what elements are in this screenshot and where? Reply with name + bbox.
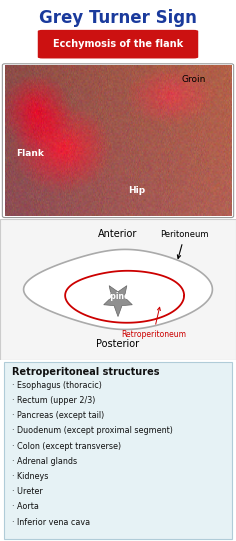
Text: Hip: Hip bbox=[128, 186, 145, 195]
Text: · Colon (except transverse): · Colon (except transverse) bbox=[12, 441, 121, 451]
Text: · Duodenum (except proximal segment): · Duodenum (except proximal segment) bbox=[12, 426, 173, 436]
Text: · Rectum (upper 2/3): · Rectum (upper 2/3) bbox=[12, 396, 95, 405]
Text: Spine: Spine bbox=[106, 292, 130, 301]
Text: · Pancreas (except tail): · Pancreas (except tail) bbox=[12, 411, 104, 420]
Text: · Kidneys: · Kidneys bbox=[12, 472, 48, 481]
Text: Retroperitoneum: Retroperitoneum bbox=[121, 307, 186, 339]
Polygon shape bbox=[65, 271, 184, 323]
Text: · Adrenal glands: · Adrenal glands bbox=[12, 457, 77, 466]
Text: Ecchymosis of the flank: Ecchymosis of the flank bbox=[53, 39, 183, 49]
FancyBboxPatch shape bbox=[38, 30, 198, 58]
Text: Flank: Flank bbox=[17, 149, 44, 158]
FancyBboxPatch shape bbox=[4, 361, 232, 539]
Polygon shape bbox=[24, 249, 212, 329]
Text: Grey Turner Sign: Grey Turner Sign bbox=[39, 9, 197, 28]
Text: Peritoneum: Peritoneum bbox=[160, 230, 209, 259]
Text: · Ureter: · Ureter bbox=[12, 487, 42, 496]
Text: · Aorta: · Aorta bbox=[12, 503, 39, 511]
Text: Posterior: Posterior bbox=[97, 339, 139, 349]
Text: Anterior: Anterior bbox=[98, 229, 138, 239]
Text: · Inferior vena cava: · Inferior vena cava bbox=[12, 518, 90, 526]
Text: Retroperitoneal structures: Retroperitoneal structures bbox=[12, 367, 159, 377]
Text: Groin: Groin bbox=[181, 75, 206, 84]
Polygon shape bbox=[104, 286, 132, 316]
FancyBboxPatch shape bbox=[0, 219, 236, 360]
Text: · Esophagus (thoracic): · Esophagus (thoracic) bbox=[12, 381, 102, 390]
